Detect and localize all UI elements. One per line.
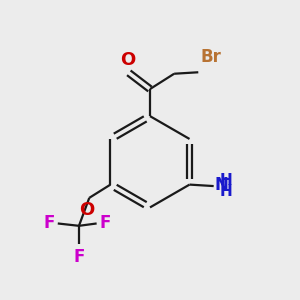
Text: N: N [214, 176, 228, 194]
Text: H: H [220, 173, 232, 188]
Text: O: O [79, 201, 94, 219]
Text: Br: Br [201, 48, 221, 66]
Text: F: F [73, 248, 85, 266]
Text: F: F [44, 214, 55, 232]
Text: H: H [220, 184, 232, 199]
Text: F: F [100, 214, 111, 232]
Text: O: O [121, 51, 136, 69]
